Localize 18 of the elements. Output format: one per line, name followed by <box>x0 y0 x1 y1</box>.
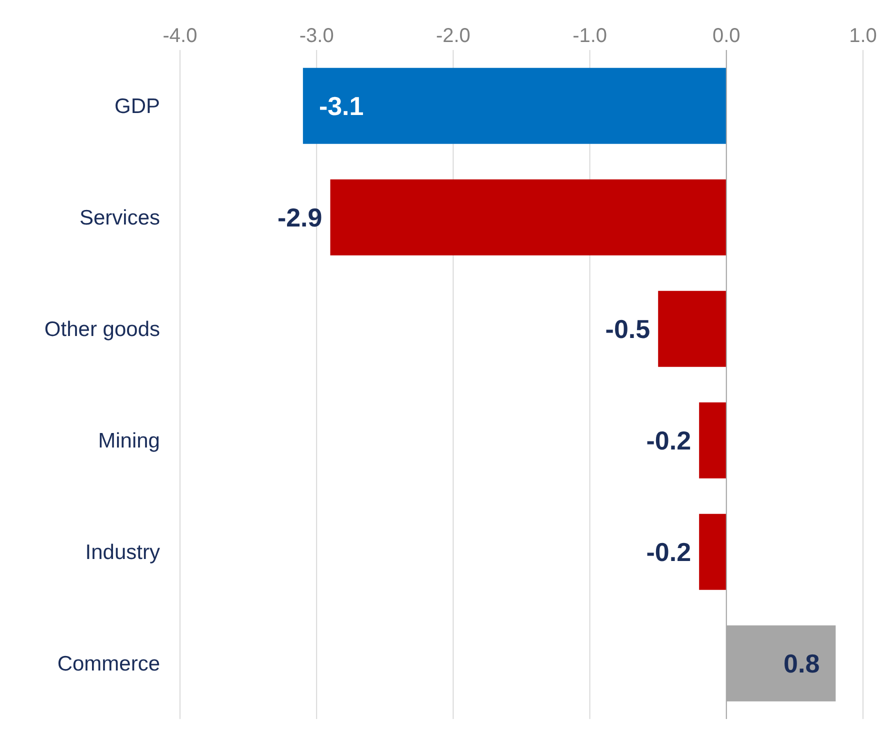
x-tick-label: -4.0 <box>162 25 198 47</box>
data-label: -0.5 <box>605 314 650 344</box>
y-tick-label: Mining <box>98 430 160 453</box>
x-tick-label: 0.0 <box>712 25 740 47</box>
y-tick-label: Services <box>79 206 160 230</box>
y-tick-label: GDP <box>114 95 160 118</box>
x-tick-label: -2.0 <box>436 25 470 47</box>
data-label: -0.2 <box>646 425 692 456</box>
data-label: -3.1 <box>318 90 364 121</box>
x-tick-label: -3.0 <box>299 25 334 47</box>
y-tick-label: Other goods <box>44 318 160 342</box>
data-label: -0.2 <box>646 536 692 567</box>
x-tick-label: -1.0 <box>572 25 608 47</box>
x-tick-label: 1.0 <box>849 25 877 47</box>
y-tick-label: Industry <box>85 541 160 564</box>
y-tick-label: Commerce <box>57 652 160 676</box>
data-label: -2.9 <box>277 202 322 232</box>
data-label: 0.8 <box>784 648 820 678</box>
